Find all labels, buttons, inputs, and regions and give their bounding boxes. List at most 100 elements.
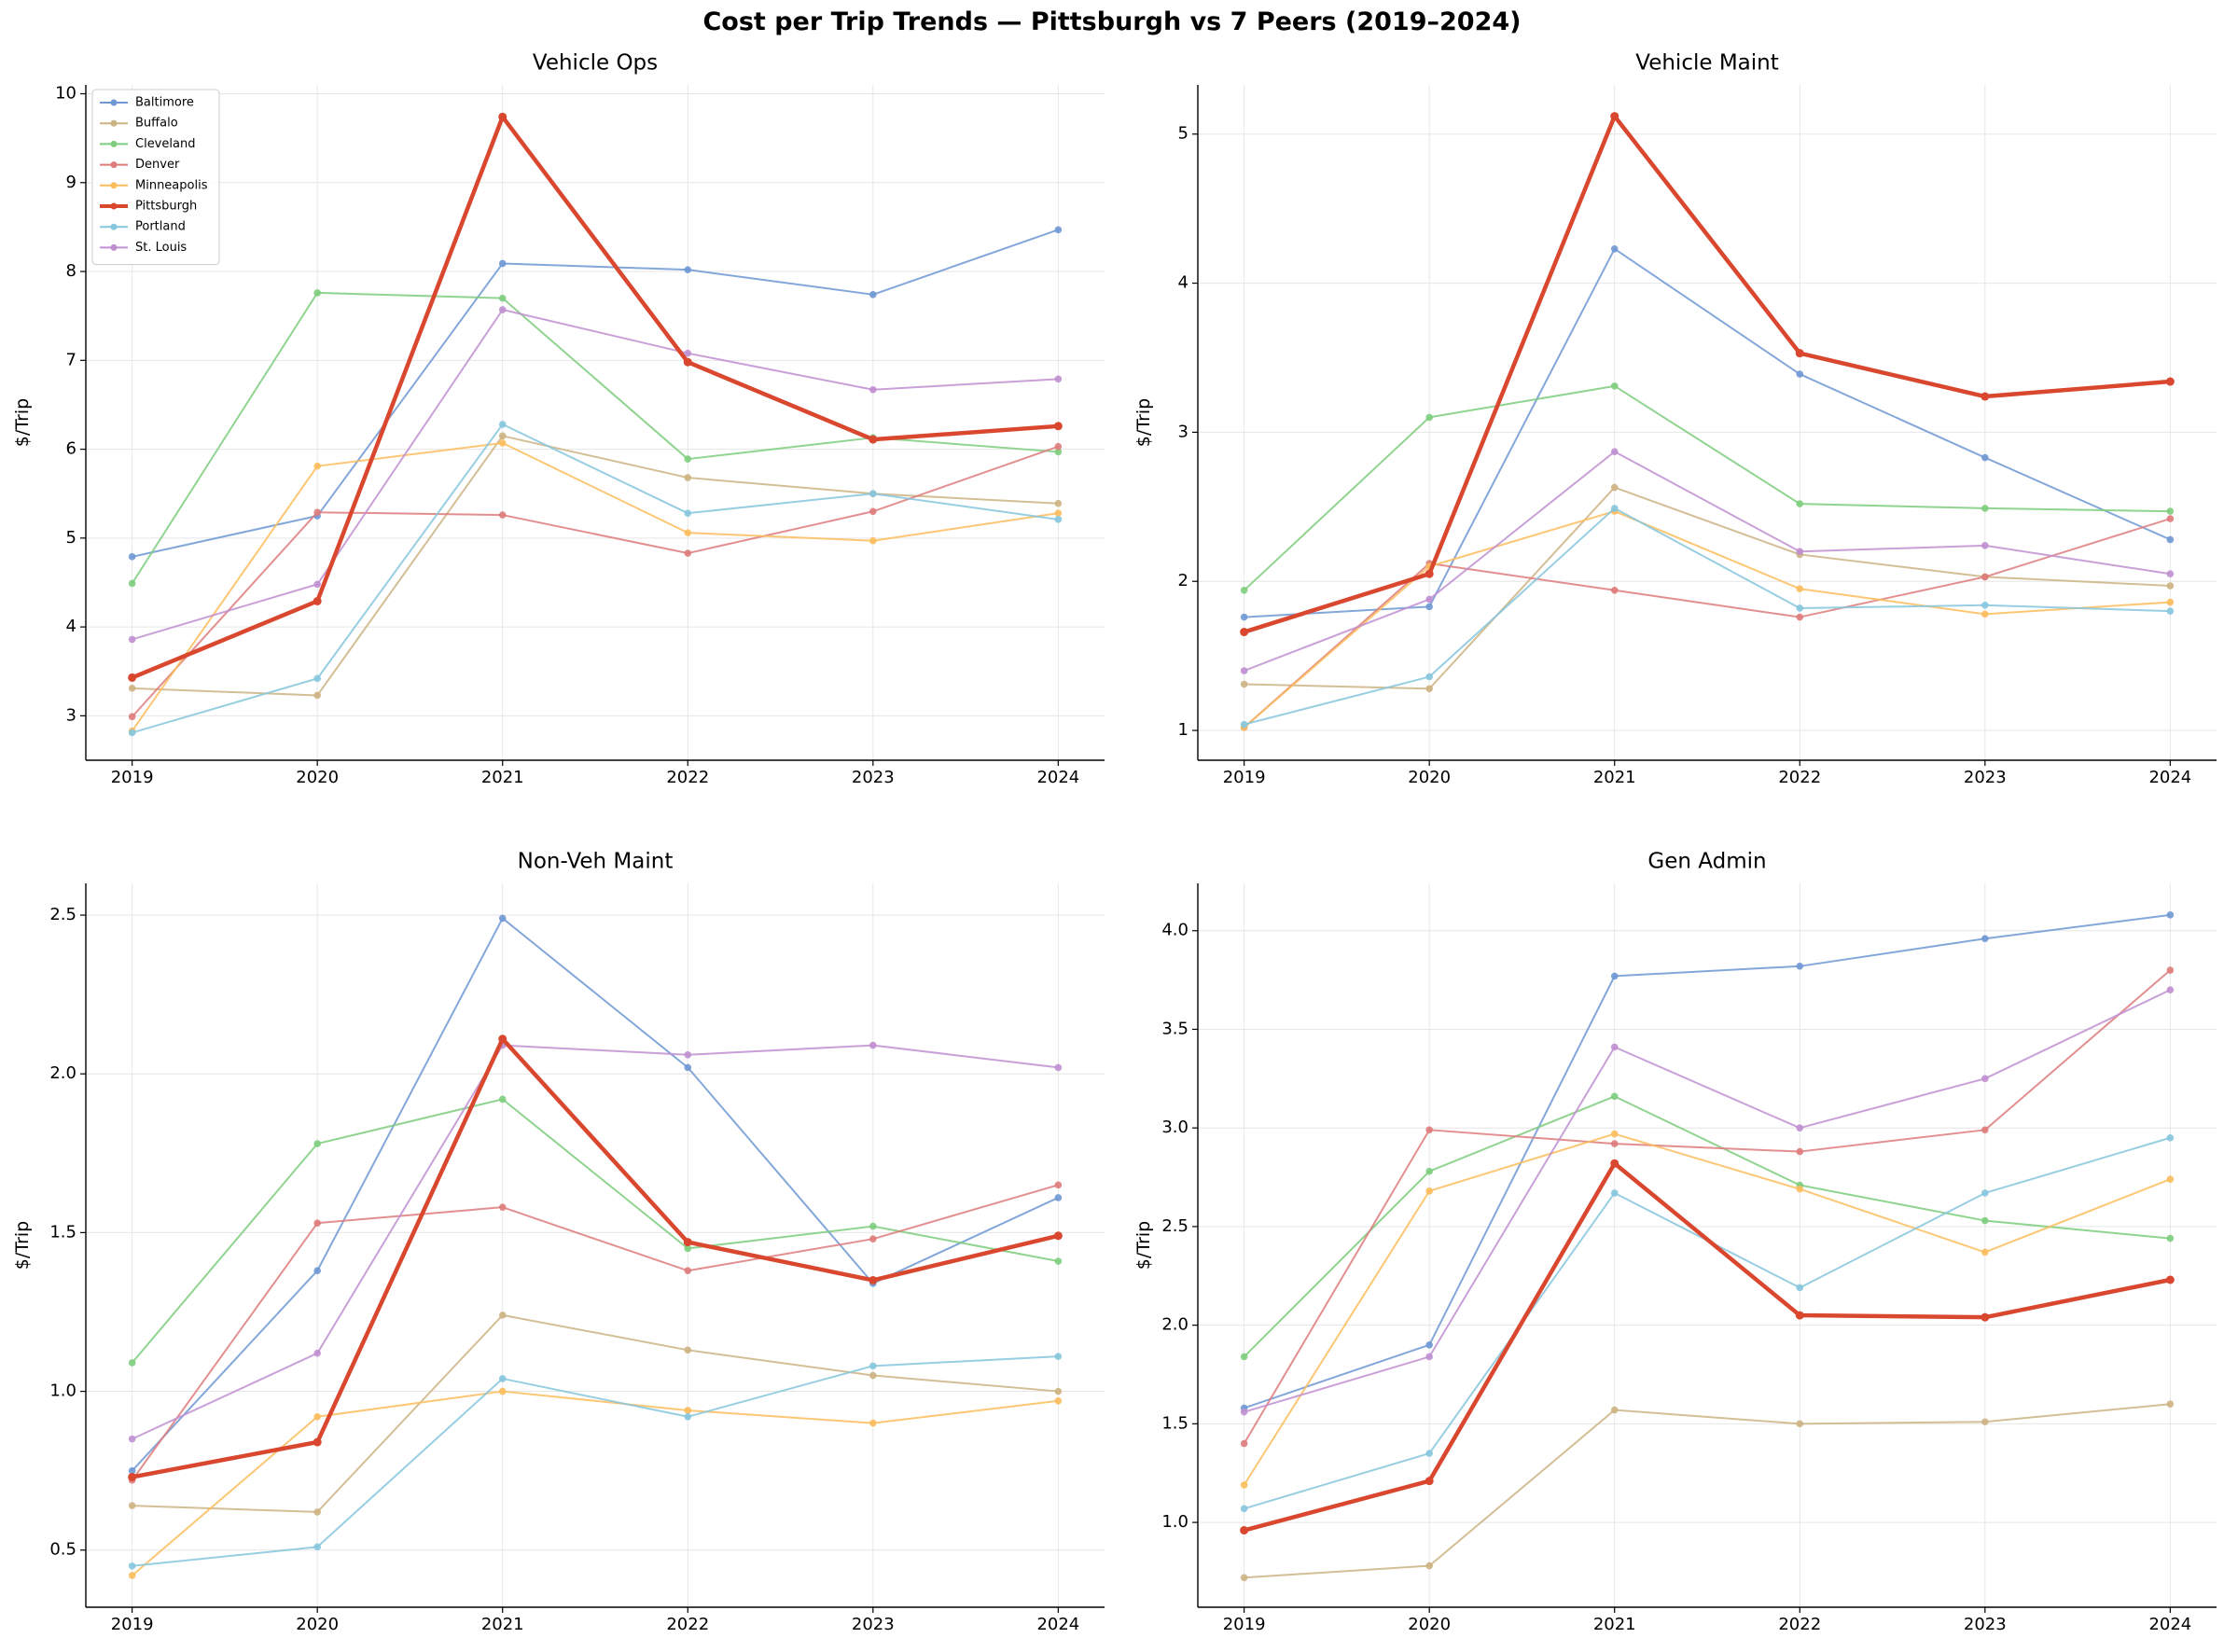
series-line-cleveland — [131, 291, 1059, 584]
y-tick-label: 3.5 — [1161, 1019, 1188, 1038]
chart-title-vehicle-ops: Vehicle Ops — [533, 51, 658, 76]
data-point-buffalo — [684, 1346, 692, 1354]
data-point-pittsburgh — [1053, 1231, 1063, 1241]
data-point-denver — [2166, 966, 2175, 974]
y-tick-label: 6 — [66, 439, 76, 459]
y-tick-label: 3 — [1178, 422, 1188, 441]
chart-title-gen-admin: Gen Admin — [1647, 850, 1766, 874]
data-point-cleveland — [684, 1244, 692, 1253]
data-point-st-louis — [1610, 448, 1619, 455]
data-point-pittsburgh — [1610, 1159, 1619, 1168]
data-point-cleveland — [2166, 507, 2175, 515]
data-point-baltimore — [1054, 226, 1063, 234]
data-point-minneapolis — [684, 529, 692, 536]
data-point-portland — [1240, 720, 1248, 729]
chart-vehicle-ops: Vehicle Ops 2019 2020 2021 2022 2023 2024 3 4 5 6 7… — [12, 51, 1105, 787]
data-point-minneapolis — [1610, 1130, 1619, 1138]
series-line-baltimore — [1244, 247, 2171, 618]
data-point-st-louis — [1240, 667, 1248, 674]
data-point-st-louis — [2166, 570, 2175, 578]
data-point-pittsburgh — [498, 1034, 507, 1044]
series-line-cleveland — [1243, 1095, 2171, 1358]
data-point-cleveland — [1981, 1216, 1989, 1225]
data-point-pittsburgh — [1053, 422, 1063, 431]
data-point-st-louis — [684, 1050, 692, 1059]
data-point-st-louis — [128, 635, 136, 644]
data-point-baltimore — [313, 1267, 321, 1275]
data-point-pittsburgh — [2165, 1275, 2175, 1284]
series-line-minneapolis — [131, 1390, 1059, 1576]
data-point-minneapolis — [1796, 1185, 1804, 1193]
data-point-baltimore — [1610, 972, 1619, 980]
series-line-st-louis — [132, 309, 1059, 641]
series-line-buffalo — [132, 435, 1059, 697]
data-point-minneapolis — [684, 1407, 692, 1414]
data-point-denver — [1240, 1439, 1248, 1448]
legend-label-baltimore: Baltimore — [135, 96, 194, 110]
x-tick-label: 2023 — [1964, 768, 2007, 787]
series-line-pittsburgh — [132, 1036, 1059, 1479]
data-point-denver — [313, 508, 321, 517]
y-tick-label: 4.0 — [1161, 921, 1188, 940]
series-line-denver — [131, 1184, 1059, 1481]
data-point-denver — [684, 1267, 692, 1275]
data-point-buffalo — [313, 1508, 321, 1516]
series-line-cleveland — [1243, 384, 2171, 591]
data-point-portland — [1981, 1189, 1989, 1197]
data-point-portland — [1425, 673, 1433, 681]
data-point-denver — [869, 507, 877, 516]
data-point-baltimore — [1981, 453, 1989, 462]
series-line-pittsburgh — [131, 115, 1059, 680]
y-tick-label: 2 — [1178, 571, 1188, 590]
data-point-cleveland — [313, 1140, 321, 1147]
data-point-baltimore — [684, 266, 692, 273]
data-point-minneapolis — [128, 1572, 136, 1579]
x-tick-label: 2022 — [1778, 1615, 1821, 1634]
data-point-baltimore — [1425, 1340, 1433, 1349]
data-point-pittsburgh — [1981, 1312, 1990, 1322]
data-point-denver — [128, 713, 136, 721]
series-line-minneapolis — [1243, 1132, 2171, 1486]
y-tick-label: 1 — [1178, 720, 1188, 740]
legend-marker-buffalo — [110, 119, 118, 127]
data-point-denver — [869, 1235, 877, 1242]
data-point-baltimore — [128, 553, 136, 561]
data-point-baltimore — [1981, 935, 1989, 943]
data-point-portland — [2166, 1133, 2175, 1142]
data-point-denver — [1610, 587, 1619, 594]
data-point-pittsburgh — [683, 1238, 692, 1247]
series-line-st-louis — [1244, 451, 2171, 673]
chart-title-non-veh-maint: Non-Veh Maint — [518, 850, 674, 874]
data-point-st-louis — [1796, 1124, 1804, 1131]
data-point-cleveland — [1796, 500, 1804, 507]
data-point-pittsburgh — [1981, 392, 1990, 401]
legend-label-pittsburgh: Pittsburgh — [135, 200, 197, 214]
data-point-cleveland — [869, 1222, 877, 1230]
data-point-denver — [684, 549, 692, 557]
data-point-portland — [1425, 1450, 1433, 1457]
data-point-baltimore — [869, 291, 877, 298]
data-point-st-louis — [1981, 542, 1989, 549]
data-point-portland — [869, 1362, 877, 1370]
series-line-portland — [1244, 507, 2171, 726]
data-point-baltimore — [2166, 911, 2175, 919]
data-point-portland — [684, 509, 692, 517]
data-point-denver — [1054, 442, 1063, 451]
data-point-portland — [313, 674, 321, 683]
data-point-cleveland — [1425, 1167, 1433, 1175]
data-point-pittsburgh — [313, 1437, 322, 1447]
data-point-st-louis — [1054, 1063, 1063, 1072]
chart-title-vehicle-maint: Vehicle Maint — [1635, 51, 1779, 76]
x-tick-label: 2020 — [296, 768, 339, 787]
data-point-cleveland — [1981, 505, 1989, 512]
data-point-buffalo — [1240, 1574, 1248, 1582]
data-point-cleveland — [498, 294, 507, 302]
series-line-buffalo — [132, 1313, 1059, 1513]
data-point-minneapolis — [869, 1419, 877, 1427]
legend-label-st-louis: St. Louis — [135, 241, 187, 255]
data-point-portland — [1054, 1353, 1063, 1360]
series-line-st-louis — [1244, 989, 2171, 1413]
data-point-baltimore — [684, 1063, 692, 1072]
x-tick-label: 2019 — [1223, 1615, 1266, 1634]
